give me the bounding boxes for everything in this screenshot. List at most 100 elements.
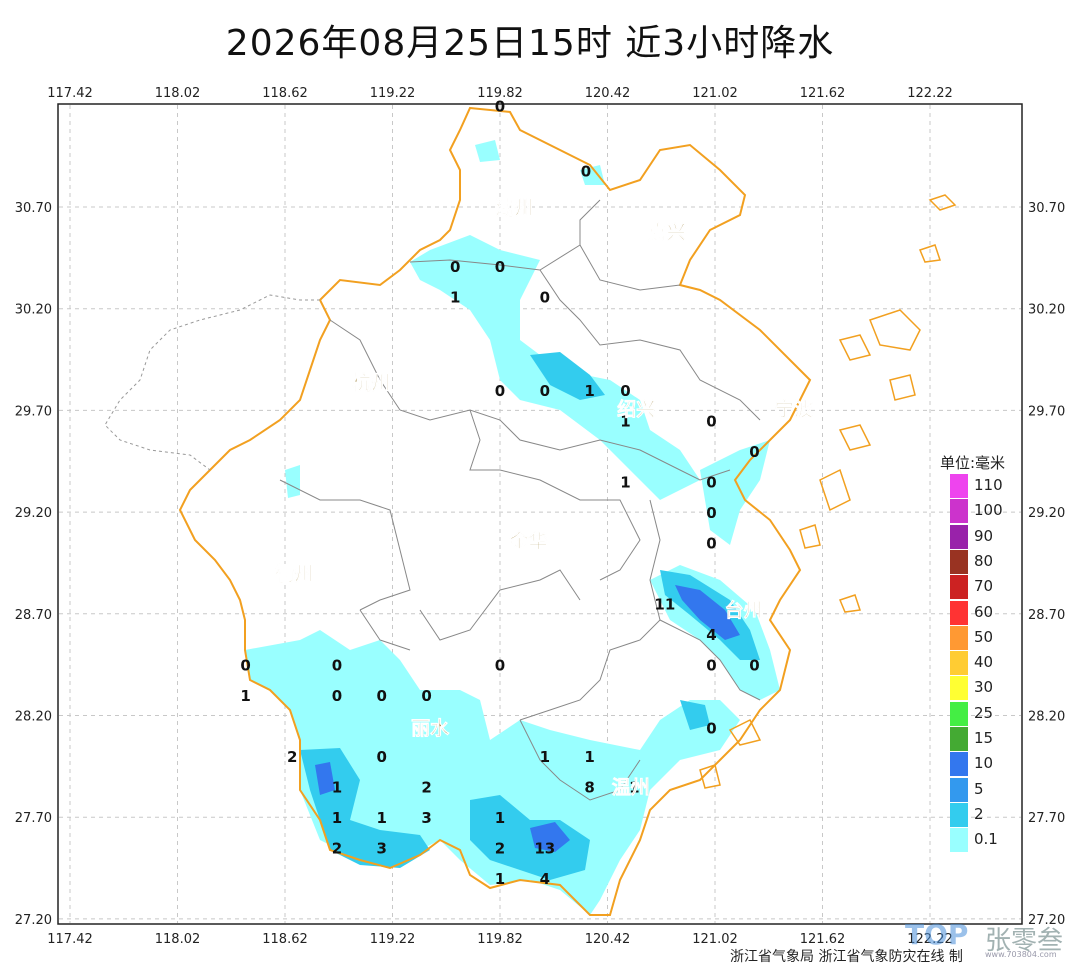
watermark-url: www.703804.com [985,950,1057,959]
rain-area-5mm-west [315,762,335,795]
station-value: 0 [581,162,591,180]
station-value: 0 [706,657,716,675]
station-value: 1 [495,870,505,888]
lat-tick-left: 28.70 [15,608,52,623]
legend-swatch [950,701,968,726]
lat-tick-right: 29.20 [1028,506,1065,521]
station-value: 0 [495,258,505,276]
station-value: 0 [377,687,387,705]
station-value: 0 [495,97,505,115]
legend-entry: 60 [950,600,1060,626]
legend-label: 60 [974,602,994,621]
lat-tick-right: 27.70 [1028,811,1065,826]
legend-entry: 30 [950,676,1060,701]
legend-entry: 5 [950,777,1060,803]
legend-swatch [950,600,968,625]
legend-swatch [950,524,968,549]
station-value: 0 [749,657,759,675]
city-label: 温州 [612,777,650,799]
lat-tick-left: 30.70 [15,201,52,216]
city-label: 嘉兴 [647,221,686,243]
province-boundary [178,106,812,916]
station-value: 1 [332,779,342,797]
legend-label: 70 [974,577,994,596]
station-value: 0 [540,288,550,306]
lat-tick-left: 30.20 [15,303,52,318]
lon-tick-top: 119.82 [477,86,523,101]
legend-entry: 2 [950,802,1060,828]
legend-entry: 50 [950,625,1060,651]
watermark-text: 张零叁 [985,926,1064,956]
islands [699,194,957,789]
city-label: 丽水 [411,718,450,740]
legend-label: 5 [974,779,984,798]
station-value: 0 [706,504,716,522]
station-value: 1 [584,748,594,766]
station-value: 8 [584,779,594,797]
station-value: 0 [706,474,716,492]
legend-entry: 100 [950,499,1060,524]
station-value: 0 [749,443,759,461]
station-value: 1 [495,809,505,827]
station-value: 2 [332,840,342,858]
legend-swatch [950,651,968,676]
lon-tick-bottom: 121.02 [692,932,738,947]
legend-entry: 15 [950,727,1060,752]
station-value: 1 [620,413,630,431]
legend-swatch [950,777,968,802]
lon-tick-top: 121.62 [800,86,846,101]
legend-label: 0.1 [974,830,998,849]
legend-label: 2 [974,804,984,823]
legend-entry: 80 [950,549,1060,575]
lat-tick-right: 30.70 [1028,201,1065,216]
neighbor-boundary [104,294,320,471]
lon-tick-bottom: 121.62 [800,932,846,947]
map-title: 2026年08月25日15时 近3小时降水 [225,23,835,64]
legend-label: 90 [974,526,994,545]
station-value: 0 [620,382,630,400]
legend-label: 25 [974,703,994,722]
station-value: 0 [540,382,550,400]
legend-swatch [950,575,968,600]
lat-tick-right: 28.70 [1028,608,1065,623]
station-value: 1 [450,288,460,306]
legend-swatch [950,549,968,574]
rain-area-patch-1 [475,140,500,162]
legend-entry: 70 [950,575,1060,600]
axis-labels: 117.42 117.42 118.02 118.02 118.62 118.62 119.… [15,86,1065,947]
station-value: 3 [421,809,431,827]
lat-tick-left: 29.20 [15,506,52,521]
lon-tick-bottom: 118.62 [262,932,308,947]
station-value: 0 [240,657,250,675]
legend-title: 单位:毫米 [940,454,1006,472]
rain-area-5mm-taizhou [675,585,740,640]
legend-label: 30 [974,678,994,697]
station-value: 1 [620,474,630,492]
legend-entry: 0.1 [950,828,1060,853]
legend-entry: 110 [950,474,1060,499]
rain-area-patch-3 [285,465,300,498]
legend-label: 100 [974,501,1003,520]
station-value: 1 [540,748,550,766]
station-value: 4 [540,870,550,888]
lon-tick-bottom: 120.42 [585,932,631,947]
station-value: 0 [332,657,342,675]
legend-label: 10 [974,754,994,773]
legend-swatch [950,752,968,777]
legend-label: 15 [974,729,994,747]
station-value: 0 [495,657,505,675]
lat-tick-left: 28.20 [15,710,52,725]
city-label: 台州 [725,599,763,622]
rain-area-2mm-5 [680,700,710,730]
rain-area-east [700,440,770,545]
station-value: 2 [421,779,431,797]
legend-label: 50 [974,627,994,646]
lon-tick-bottom: 119.82 [477,932,523,947]
lat-tick-right: 29.70 [1028,404,1065,419]
station-value: 1 [332,809,342,827]
legend-swatch [950,625,968,650]
lat-tick-right: 30.20 [1028,303,1065,318]
station-value: 0 [495,382,505,400]
